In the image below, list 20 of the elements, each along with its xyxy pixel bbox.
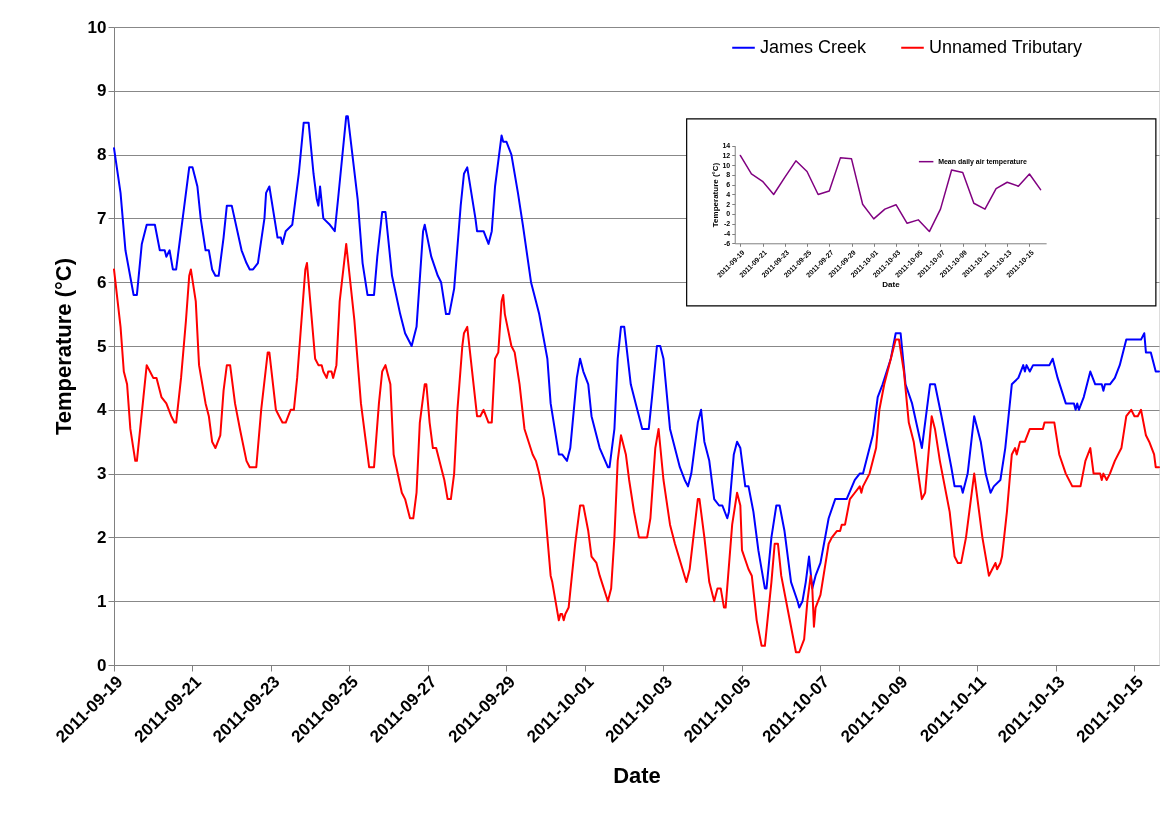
line-series bbox=[113, 115, 1160, 609]
line-series bbox=[739, 154, 1042, 233]
legend-label: Unnamed Tributary bbox=[929, 36, 1083, 57]
y-tick-label: 5 bbox=[97, 336, 107, 356]
y-axis-title: Temperature (°C) bbox=[711, 162, 721, 228]
y-tick-label: 8 bbox=[97, 145, 107, 165]
y-tick-label: 9 bbox=[97, 81, 107, 101]
y-tick-label: 2 bbox=[97, 527, 107, 547]
y-tick-label: 4 bbox=[97, 400, 108, 420]
legend-label: James Creek bbox=[760, 36, 868, 57]
x-axis-title: Date bbox=[882, 279, 901, 289]
y-tick-label: 10 bbox=[87, 17, 107, 37]
x-axis-title: Date bbox=[613, 762, 661, 788]
y-tick-label: 1 bbox=[97, 591, 107, 611]
y-axis-title: Temperature (°C) bbox=[50, 257, 76, 436]
y-tick-label: 3 bbox=[97, 464, 107, 484]
line-series bbox=[113, 242, 1160, 654]
y-tick-label: 6 bbox=[97, 272, 107, 292]
y-tick-label: 7 bbox=[97, 208, 107, 228]
y-tick-label: 0 bbox=[97, 655, 107, 675]
